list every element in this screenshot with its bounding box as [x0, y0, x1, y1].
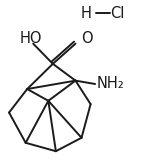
- Text: O: O: [82, 31, 93, 46]
- Text: NH₂: NH₂: [97, 76, 124, 92]
- Text: HO: HO: [20, 31, 42, 46]
- Text: Cl: Cl: [111, 6, 125, 21]
- Text: H: H: [81, 6, 92, 21]
